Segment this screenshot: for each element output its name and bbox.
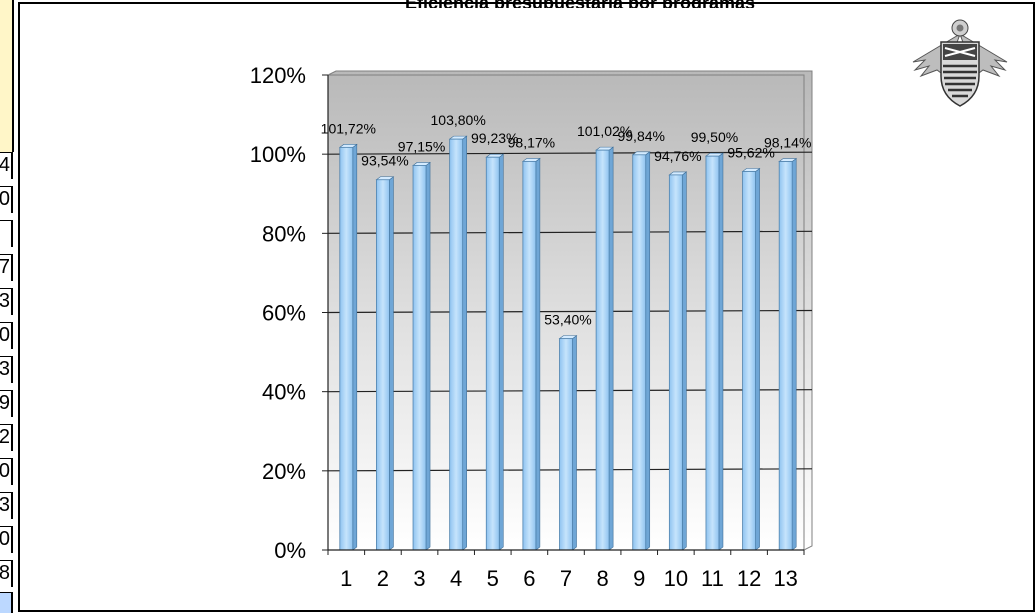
side-strip-cell-value: 3 xyxy=(0,358,10,380)
bar-side xyxy=(791,157,797,551)
side-strip-cell: 0 xyxy=(0,186,13,213)
side-strip-cell-value: 2 xyxy=(0,426,10,448)
x-tick-label: 8 xyxy=(596,566,608,591)
bar-data-label: 101,02% xyxy=(577,123,632,139)
x-tick-label: 7 xyxy=(560,566,572,591)
bar-data-label: 98,17% xyxy=(508,134,555,150)
y-tick-label: 60% xyxy=(262,301,306,326)
side-strip-cell-value: 0 xyxy=(0,324,10,346)
side-strip-cell: 3 xyxy=(0,356,13,383)
side-strip-cell: 9 xyxy=(0,390,13,417)
side-strip-cell-value: 8 xyxy=(0,562,10,584)
gridline xyxy=(327,151,813,155)
x-tick-label: 5 xyxy=(487,566,499,591)
side-strip-cell: 3 xyxy=(0,288,13,315)
side-strip-header xyxy=(0,0,14,152)
bars xyxy=(338,135,798,551)
side-strip: 4 0 7 3 0 3 9 2 0 3 0 8 xyxy=(0,0,14,613)
side-strip-cell-value: 0 xyxy=(0,188,10,210)
x-tick-label: 2 xyxy=(377,566,389,591)
bar xyxy=(705,155,720,551)
x-tick-label: 12 xyxy=(737,566,761,591)
bar xyxy=(522,161,537,551)
crest-shield-icon xyxy=(940,41,980,107)
side-strip-cell-value: 0 xyxy=(0,528,10,550)
bar xyxy=(559,338,573,551)
bar-data-label: 53,40% xyxy=(544,312,591,328)
x-tick-label: 10 xyxy=(664,566,688,591)
bar-data-label: 94,76% xyxy=(654,148,701,164)
bar-side xyxy=(389,176,394,551)
y-tick-label: 40% xyxy=(262,380,306,405)
chart-title: Eficiencia presupuestaria por programas xyxy=(320,0,840,8)
chart-frame: Eficiencia presupuestaria por programas … xyxy=(18,0,1035,612)
bar xyxy=(742,171,756,551)
bar-data-label: 103,80% xyxy=(431,112,486,128)
side-strip-cell: 2 xyxy=(0,424,13,451)
side-strip-cell: 7 xyxy=(0,254,13,281)
side-strip-cell-value: 9 xyxy=(0,392,10,414)
side-strip-cell: 0 xyxy=(0,526,13,553)
side-strip-cell-value: 3 xyxy=(0,494,10,516)
x-tick-label: 9 xyxy=(633,566,645,591)
bar-side xyxy=(755,167,760,551)
side-strip-cell-value: 3 xyxy=(0,290,10,312)
side-strip-selected-cell xyxy=(0,592,13,613)
x-tick-label: 1 xyxy=(340,566,352,591)
bar-side xyxy=(608,146,614,551)
y-tick-label: 100% xyxy=(250,142,306,167)
bar-side xyxy=(645,151,651,551)
side-strip-cell-value: 7 xyxy=(0,256,10,278)
bar xyxy=(339,146,354,551)
bar-side xyxy=(498,153,504,551)
bar-data-label: 99,50% xyxy=(691,129,738,145)
bar-side xyxy=(425,161,431,551)
crest-logo xyxy=(912,19,1008,107)
side-strip-cell: 0 xyxy=(0,458,13,485)
bar xyxy=(668,174,683,551)
x-tick-label: 6 xyxy=(523,566,535,591)
gridline xyxy=(327,230,813,234)
bar-data-label: 99,84% xyxy=(617,128,664,144)
gridline xyxy=(327,309,813,314)
bar xyxy=(595,149,610,551)
axes: 0%20%40%60%80%100%120%1 2 3 4 5 6 7 8 9 10 11 12 13 xyxy=(250,63,805,591)
x-tick-label: 3 xyxy=(413,566,425,591)
side-strip-cell-value: 0 xyxy=(0,460,10,482)
bar xyxy=(376,179,390,551)
bar-data-label: 101,72% xyxy=(321,120,376,136)
bar-data-label: 98,14% xyxy=(764,135,811,151)
bar-data-label: 99,23% xyxy=(471,130,518,146)
bar-side xyxy=(572,335,577,551)
y-tick-label: 80% xyxy=(262,221,306,246)
crest-head-icon xyxy=(951,19,969,37)
bar xyxy=(778,161,793,551)
x-tick-label: 4 xyxy=(450,566,462,591)
bar-side xyxy=(352,143,358,551)
bar-data-label: 93,54% xyxy=(361,153,408,169)
side-strip-cell xyxy=(0,220,13,247)
y-tick-label: 120% xyxy=(250,63,306,88)
bar xyxy=(485,156,500,551)
x-tick-label: 13 xyxy=(773,566,797,591)
bar-chart: 101,72%93,54%97,15%103,80%99,23%98,17%53… xyxy=(250,63,813,591)
bar-side xyxy=(535,157,541,551)
bar xyxy=(632,154,647,551)
y-tick-label: 20% xyxy=(262,459,306,484)
bar-data-label: 97,15% xyxy=(398,138,445,154)
side-strip-cell-value: 4 xyxy=(0,154,10,176)
side-strip-cell: 4 xyxy=(0,152,13,179)
side-strip-cell: 0 xyxy=(0,322,13,349)
bar xyxy=(449,138,464,551)
bar-side xyxy=(682,171,687,551)
side-strip-cell: 3 xyxy=(0,492,13,519)
side-strip-cell: 8 xyxy=(0,560,13,587)
y-tick-label: 0% xyxy=(274,538,306,563)
bar xyxy=(412,165,427,551)
x-tick-label: 11 xyxy=(701,566,724,591)
data-labels: 101,72% 93,54%97,15% 103,80% 99,23%98,17% 53… xyxy=(321,112,812,328)
bar-side xyxy=(462,135,467,551)
bar-side xyxy=(718,152,724,551)
bar-data-label: 95,62% xyxy=(727,145,774,161)
